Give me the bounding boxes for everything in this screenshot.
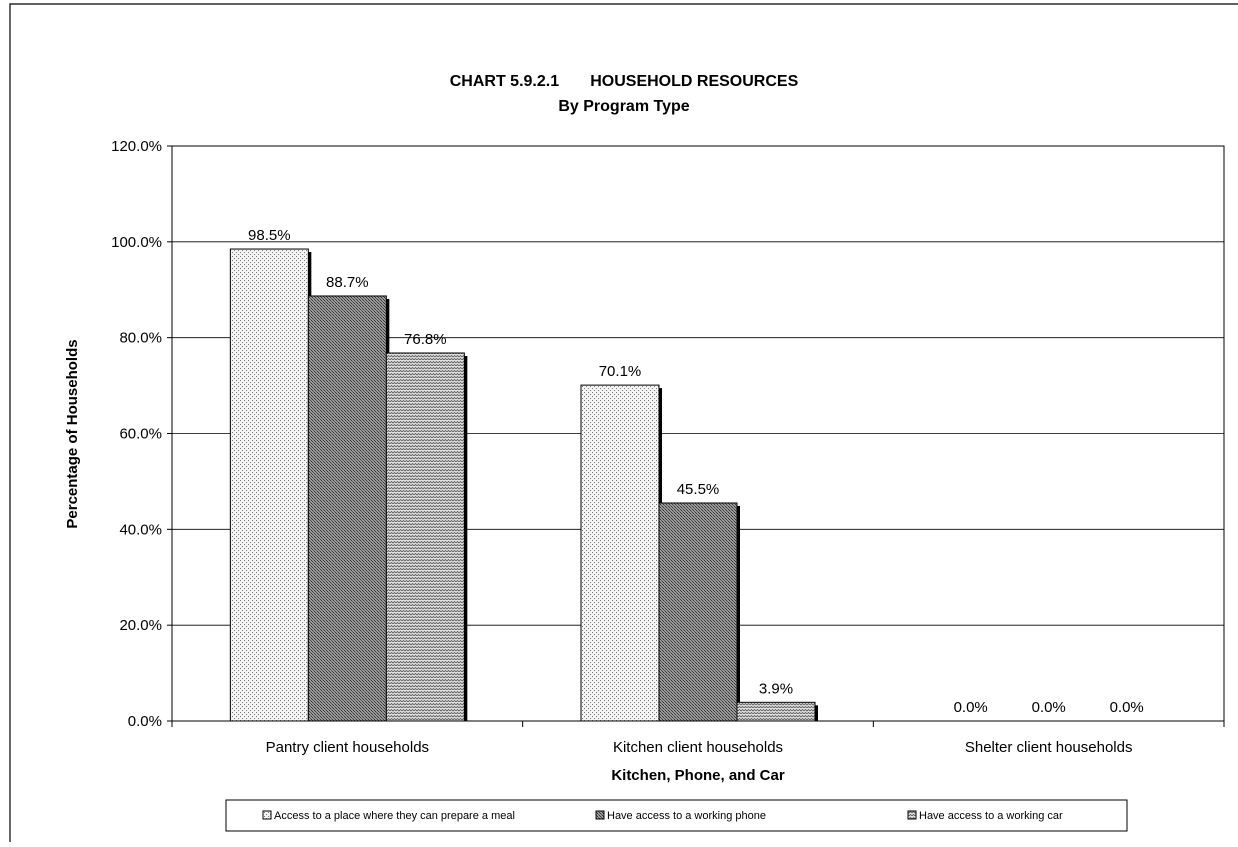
chart-title: CHART 5.9.2.1 HOUSEHOLD RESOURCES xyxy=(450,73,799,90)
data-label: 76.8% xyxy=(404,331,447,348)
legend-swatch xyxy=(907,810,917,820)
y-ticks-layer: 0.0% 20.0% 40.0% 60.0% 80.0% 100.0% 120.0% xyxy=(111,138,172,730)
y-tick-label: 120.0% xyxy=(111,138,162,155)
y-tick-label: 60.0% xyxy=(119,426,162,443)
bars-layer xyxy=(229,248,818,722)
y-tick-label: 80.0% xyxy=(119,330,162,347)
data-label: 3.9% xyxy=(759,680,793,697)
y-tick-label: 0.0% xyxy=(128,713,162,730)
chart-subtitle: By Program Type xyxy=(558,98,689,115)
legend-swatch xyxy=(262,810,272,820)
data-label: 98.5% xyxy=(248,227,291,244)
x-tick-label: Shelter client households xyxy=(965,739,1133,756)
x-ticks-layer: Pantry client households Kitchen client h… xyxy=(171,721,1225,756)
bar xyxy=(736,701,816,722)
x-tick-label: Kitchen client households xyxy=(613,739,783,756)
chart-outer-border xyxy=(9,3,1238,842)
labels-layer: 98.5% 88.7% 76.8% 70.1% 45.5% 3.9% 0.0% 0.0% 0.0… xyxy=(248,227,1144,716)
bar xyxy=(307,295,387,722)
legend-label: Access to a place where they can prepare… xyxy=(274,810,515,822)
data-label: 70.1% xyxy=(599,363,642,380)
legend-layer: Access to a place where they can prepare… xyxy=(262,810,1063,822)
legend-box xyxy=(225,799,1128,832)
y-axis-label: Percentage of Households xyxy=(64,339,81,528)
legend-swatch xyxy=(595,810,605,820)
data-label: 45.5% xyxy=(677,481,720,498)
x-tick-label: Pantry client households xyxy=(266,739,429,756)
x-axis-label: Kitchen, Phone, and Car xyxy=(611,767,785,784)
legend-label: Have access to a working car xyxy=(919,810,1063,822)
y-tick-label: 40.0% xyxy=(119,521,162,538)
y-tick-label: 100.0% xyxy=(111,234,162,251)
data-label: 0.0% xyxy=(1110,699,1144,716)
bar xyxy=(580,384,660,722)
data-label: 0.0% xyxy=(1032,699,1066,716)
data-label: 0.0% xyxy=(954,699,988,716)
legend-label: Have access to a working phone xyxy=(607,810,766,822)
bar xyxy=(385,352,465,722)
data-label: 88.7% xyxy=(326,274,369,291)
bar xyxy=(229,248,309,722)
bar xyxy=(658,502,738,722)
y-tick-label: 20.0% xyxy=(119,617,162,634)
